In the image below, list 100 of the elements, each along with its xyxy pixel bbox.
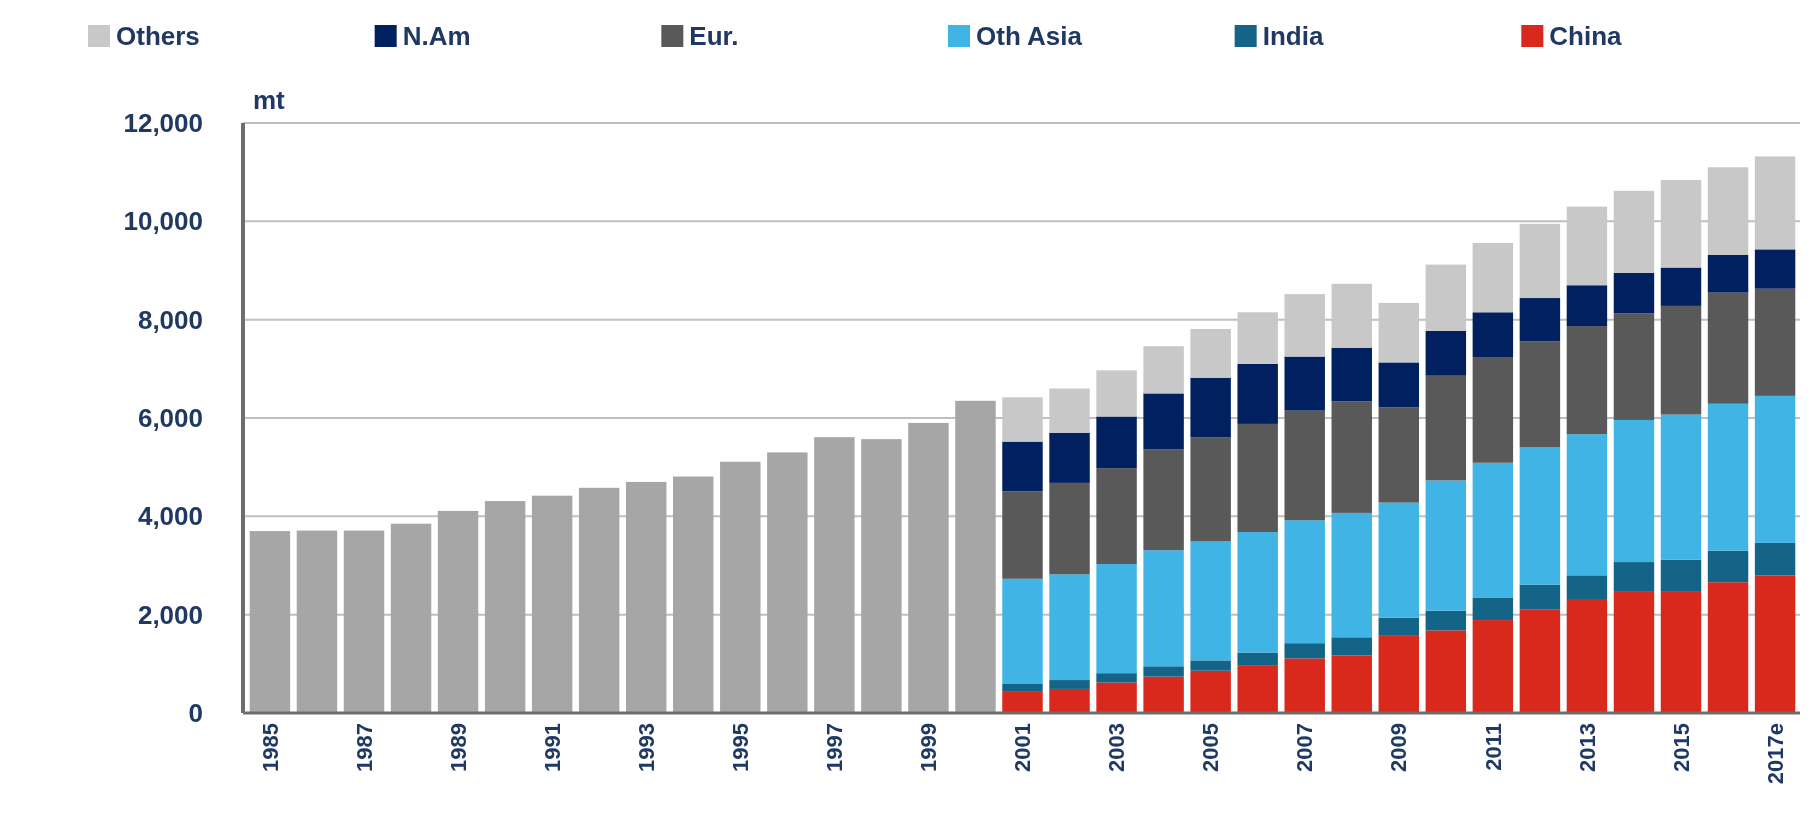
bar xyxy=(1237,532,1278,653)
bar xyxy=(1378,635,1420,713)
bar xyxy=(1143,393,1184,450)
bar xyxy=(1331,347,1372,402)
legend-label: China xyxy=(1549,21,1623,52)
x-tick-label: 2001 xyxy=(1010,723,1036,772)
bar xyxy=(1613,591,1655,713)
x-tick-label: 1985 xyxy=(257,723,283,772)
bar xyxy=(1519,223,1561,299)
bar xyxy=(1378,617,1420,636)
bar xyxy=(1096,468,1137,565)
x-tick-label: 2011 xyxy=(1480,723,1506,771)
bar xyxy=(1002,491,1043,579)
y-tick-label: 2,000 xyxy=(137,599,203,630)
bar xyxy=(1472,597,1514,621)
bar xyxy=(1331,512,1372,638)
legend-label: Oth Asia xyxy=(976,21,1083,52)
bar xyxy=(1472,357,1514,463)
bar xyxy=(437,510,479,713)
bar xyxy=(1566,285,1608,327)
bar xyxy=(1002,683,1043,692)
bar xyxy=(1143,550,1184,667)
y-tick-label: 0 xyxy=(188,698,203,729)
bar xyxy=(1613,562,1655,592)
bar xyxy=(1237,423,1278,533)
bar xyxy=(1096,370,1137,417)
bar xyxy=(578,487,620,713)
bar xyxy=(1237,363,1278,424)
bar xyxy=(1190,377,1231,438)
x-tick-label: 1991 xyxy=(539,723,565,772)
x-tick-label: 1995 xyxy=(727,723,753,772)
bar xyxy=(1660,559,1702,592)
x-tick-label: 2017e xyxy=(1762,723,1788,785)
bar xyxy=(1566,326,1608,435)
bar xyxy=(1660,414,1702,560)
bar xyxy=(1425,630,1467,713)
bar xyxy=(296,530,338,713)
bar xyxy=(1331,401,1372,513)
legend-label: N.Am xyxy=(402,21,471,52)
x-tick-label: 2015 xyxy=(1668,723,1694,772)
bar xyxy=(1707,292,1749,404)
bar xyxy=(1754,542,1796,576)
bar xyxy=(1331,637,1372,656)
x-tick-label: 1997 xyxy=(822,723,848,772)
bar xyxy=(1190,670,1231,713)
bar xyxy=(1660,305,1702,415)
bar xyxy=(908,422,949,713)
x-tick-label: 1993 xyxy=(633,723,659,772)
y-tick-label: 8,000 xyxy=(137,304,203,335)
bar xyxy=(1002,578,1043,684)
bar xyxy=(1566,575,1608,600)
bar xyxy=(1425,375,1467,481)
x-tick-label: 1989 xyxy=(445,723,471,772)
legend-label: Others xyxy=(116,21,200,52)
bar xyxy=(1425,330,1467,376)
bar xyxy=(767,452,808,713)
bar xyxy=(1049,574,1090,681)
bar xyxy=(1002,691,1043,713)
bar xyxy=(1096,673,1137,683)
bar xyxy=(1143,676,1184,713)
bar xyxy=(1143,346,1184,394)
bar xyxy=(1754,288,1796,396)
bar xyxy=(720,461,761,713)
x-tick-label: 2009 xyxy=(1386,723,1412,772)
bar xyxy=(1707,550,1749,583)
bar xyxy=(1754,249,1796,289)
bar xyxy=(1707,403,1749,551)
bar xyxy=(625,481,667,713)
bar xyxy=(1660,591,1702,713)
bar xyxy=(1143,666,1184,677)
bar xyxy=(1378,407,1420,503)
bar xyxy=(484,501,526,713)
bar xyxy=(1237,665,1278,713)
bar xyxy=(390,523,432,713)
bar xyxy=(1613,313,1655,420)
bar xyxy=(1190,329,1231,378)
bar xyxy=(1190,660,1231,671)
y-axis-title: mt xyxy=(253,85,286,115)
x-tick-label: 1987 xyxy=(351,723,377,772)
bar xyxy=(1707,254,1749,293)
bar xyxy=(1754,575,1796,713)
bar xyxy=(861,439,902,713)
y-tick-label: 12,000 xyxy=(123,108,203,139)
y-tick-label: 4,000 xyxy=(137,501,203,532)
bar xyxy=(1425,610,1467,631)
legend-label: Eur. xyxy=(689,21,739,52)
bar xyxy=(1472,462,1514,598)
bar xyxy=(1472,242,1514,313)
bar xyxy=(1284,520,1325,644)
bar xyxy=(1002,441,1043,492)
bar xyxy=(1660,267,1702,306)
bar xyxy=(1566,434,1608,576)
bar xyxy=(249,531,291,713)
bar xyxy=(1049,432,1090,483)
y-tick-label: 6,000 xyxy=(137,403,203,434)
x-tick-label: 1999 xyxy=(916,723,942,772)
bar xyxy=(1472,620,1514,713)
legend-label: India xyxy=(1262,21,1324,52)
bar xyxy=(1754,395,1796,543)
bar xyxy=(1096,564,1137,674)
